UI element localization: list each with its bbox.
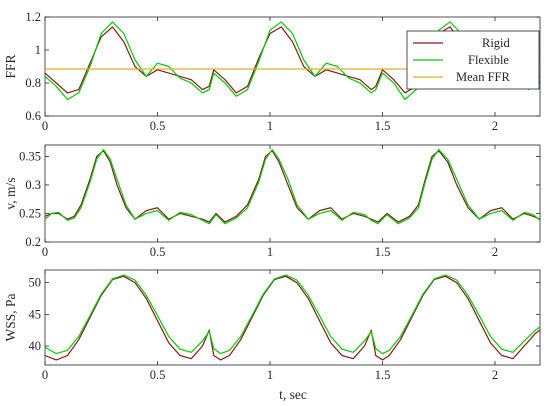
y-tick-label: 45 bbox=[29, 307, 42, 321]
y-tick-label: 0.35 bbox=[19, 149, 41, 163]
x-tick-label: 1.5 bbox=[375, 245, 391, 259]
y-tick-label: 40 bbox=[29, 339, 42, 353]
wss-plot-area: 0 0.5 1 1.5 2 40 45 50 bbox=[29, 269, 541, 382]
x-tick-label: 2 bbox=[492, 245, 498, 259]
axes-box bbox=[44, 144, 541, 243]
series-line-flexible bbox=[45, 148, 540, 225]
wss-panel: 0 0.5 1 1.5 2 40 45 50 WSS, Pa t, sec bbox=[3, 269, 541, 402]
x-tick-label: 1.5 bbox=[375, 368, 391, 382]
legend-label-mean-ffr: Mean FFR bbox=[456, 70, 510, 84]
x-tick-label: 0.5 bbox=[150, 119, 166, 133]
y-tick-label: 50 bbox=[29, 276, 42, 290]
x-tick-label: 1 bbox=[267, 368, 273, 382]
series-line-flexible bbox=[45, 274, 540, 355]
x-tick-label: 2 bbox=[492, 119, 498, 133]
ffr-plot-area: 0 0.5 1 1.5 2 0.6 0.8 1 1.2 bbox=[25, 10, 541, 133]
wss-xlabel: t, sec bbox=[279, 387, 307, 402]
ffr-ylabel: FFR bbox=[3, 54, 18, 78]
axes-box bbox=[44, 16, 541, 117]
legend: Rigid Flexible Mean FFR bbox=[406, 30, 540, 90]
y-tick-label: 0.25 bbox=[19, 206, 41, 220]
velocity-plot-area: 0 0.5 1 1.5 2 0.2 0.25 0.3 0.35 bbox=[19, 144, 541, 259]
axes-box bbox=[44, 269, 541, 366]
y-tick-label: 0.2 bbox=[25, 235, 41, 249]
legend-label-flexible: Flexible bbox=[468, 53, 509, 67]
series-line-flexible bbox=[45, 21, 540, 101]
series-line-rigid bbox=[45, 150, 540, 223]
wss-ylabel: WSS, Pa bbox=[3, 293, 18, 341]
y-tick-label: 0.8 bbox=[25, 76, 41, 90]
x-tick-label: 0 bbox=[42, 245, 48, 259]
x-tick-label: 0 bbox=[42, 368, 48, 382]
ffr-panel: 0 0.5 1 1.5 2 0.6 0.8 1 1.2 FFR Rigid Flexible M… bbox=[3, 10, 541, 133]
x-tick-label: 2 bbox=[492, 368, 498, 382]
x-tick-label: 1 bbox=[267, 245, 273, 259]
series-line-rigid bbox=[45, 275, 540, 361]
legend-label-rigid: Rigid bbox=[482, 36, 511, 50]
velocity-ylabel: v, m/s bbox=[3, 177, 18, 209]
y-tick-label: 0.6 bbox=[25, 109, 41, 123]
x-tick-label: 0 bbox=[42, 119, 48, 133]
y-tick-label: 0.3 bbox=[25, 178, 41, 192]
x-tick-label: 1.5 bbox=[375, 119, 391, 133]
y-tick-label: 1.2 bbox=[25, 10, 41, 24]
velocity-panel: 0 0.5 1 1.5 2 0.2 0.25 0.3 0.35 v, m/s bbox=[3, 144, 541, 259]
x-tick-label: 0.5 bbox=[150, 245, 166, 259]
x-tick-label: 1 bbox=[267, 119, 273, 133]
y-tick-label: 1 bbox=[35, 43, 41, 57]
x-tick-label: 0.5 bbox=[150, 368, 166, 382]
